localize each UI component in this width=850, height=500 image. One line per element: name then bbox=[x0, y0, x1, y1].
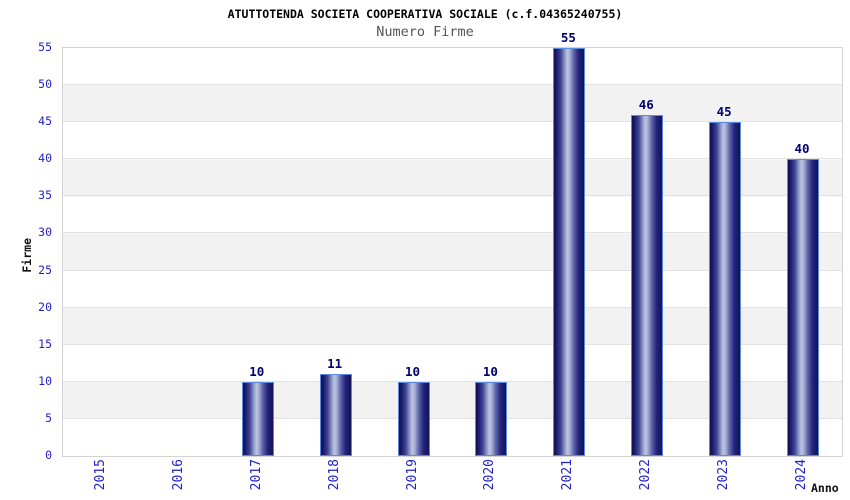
bar-2022 bbox=[631, 114, 664, 456]
x-tick-label: 2017 bbox=[248, 459, 264, 491]
gridline bbox=[63, 232, 842, 234]
x-tick-label: 2015 bbox=[92, 459, 108, 491]
y-tick-label: 30 bbox=[38, 225, 52, 240]
bar-value-label: 10 bbox=[249, 363, 265, 379]
x-tick-label: 2023 bbox=[716, 459, 732, 491]
y-tick-label: 50 bbox=[38, 77, 52, 92]
gridline bbox=[63, 306, 842, 308]
bar-value-label: 45 bbox=[716, 104, 732, 120]
x-tick-label: 2018 bbox=[326, 459, 342, 491]
gridline bbox=[63, 380, 842, 382]
chart-subtitle: Numero Firme bbox=[376, 24, 474, 40]
gridline bbox=[63, 158, 842, 160]
x-tick-label: 2019 bbox=[404, 459, 420, 491]
bar-2020 bbox=[475, 381, 508, 456]
x-tick-label: 2020 bbox=[482, 459, 498, 491]
y-tick-label: 25 bbox=[38, 262, 52, 277]
gridline bbox=[63, 417, 842, 419]
x-tick-label: 2022 bbox=[638, 459, 654, 491]
y-tick-label: 20 bbox=[38, 299, 52, 314]
bar-value-label: 11 bbox=[327, 356, 343, 372]
gridline bbox=[63, 269, 842, 271]
bar-2021 bbox=[553, 48, 586, 456]
x-axis-title: Anno bbox=[811, 481, 839, 495]
chart-title: ATUTTOTENDA SOCIETA COOPERATIVA SOCIALE … bbox=[227, 7, 623, 21]
y-tick-label: 45 bbox=[38, 114, 52, 129]
bar-2024 bbox=[787, 159, 820, 456]
bar-2017 bbox=[241, 381, 274, 456]
x-tick-label: 2024 bbox=[794, 459, 810, 491]
bar-2018 bbox=[319, 374, 352, 456]
bar-value-label: 10 bbox=[482, 363, 498, 379]
bar-2023 bbox=[709, 122, 742, 456]
y-tick-label: 5 bbox=[45, 410, 52, 425]
x-tick-label: 2016 bbox=[170, 459, 186, 491]
y-tick-label: 10 bbox=[38, 373, 52, 388]
gridline bbox=[63, 343, 842, 345]
y-tick-label: 40 bbox=[38, 151, 52, 166]
bar-value-label: 55 bbox=[560, 30, 576, 45]
gridline bbox=[63, 121, 842, 123]
y-tick-label: 35 bbox=[38, 188, 52, 203]
bar-2019 bbox=[397, 381, 430, 456]
x-tick-label: 2021 bbox=[560, 459, 576, 491]
bar-value-label: 46 bbox=[638, 96, 654, 112]
y-tick-label: 55 bbox=[38, 40, 52, 54]
bar-value-label: 40 bbox=[794, 141, 810, 157]
gridline bbox=[63, 195, 842, 197]
plot-area bbox=[62, 47, 843, 457]
y-tick-label: 15 bbox=[38, 336, 52, 351]
y-tick-label: 0 bbox=[45, 448, 52, 462]
gridline bbox=[63, 84, 842, 86]
bar-value-label: 10 bbox=[405, 363, 421, 379]
